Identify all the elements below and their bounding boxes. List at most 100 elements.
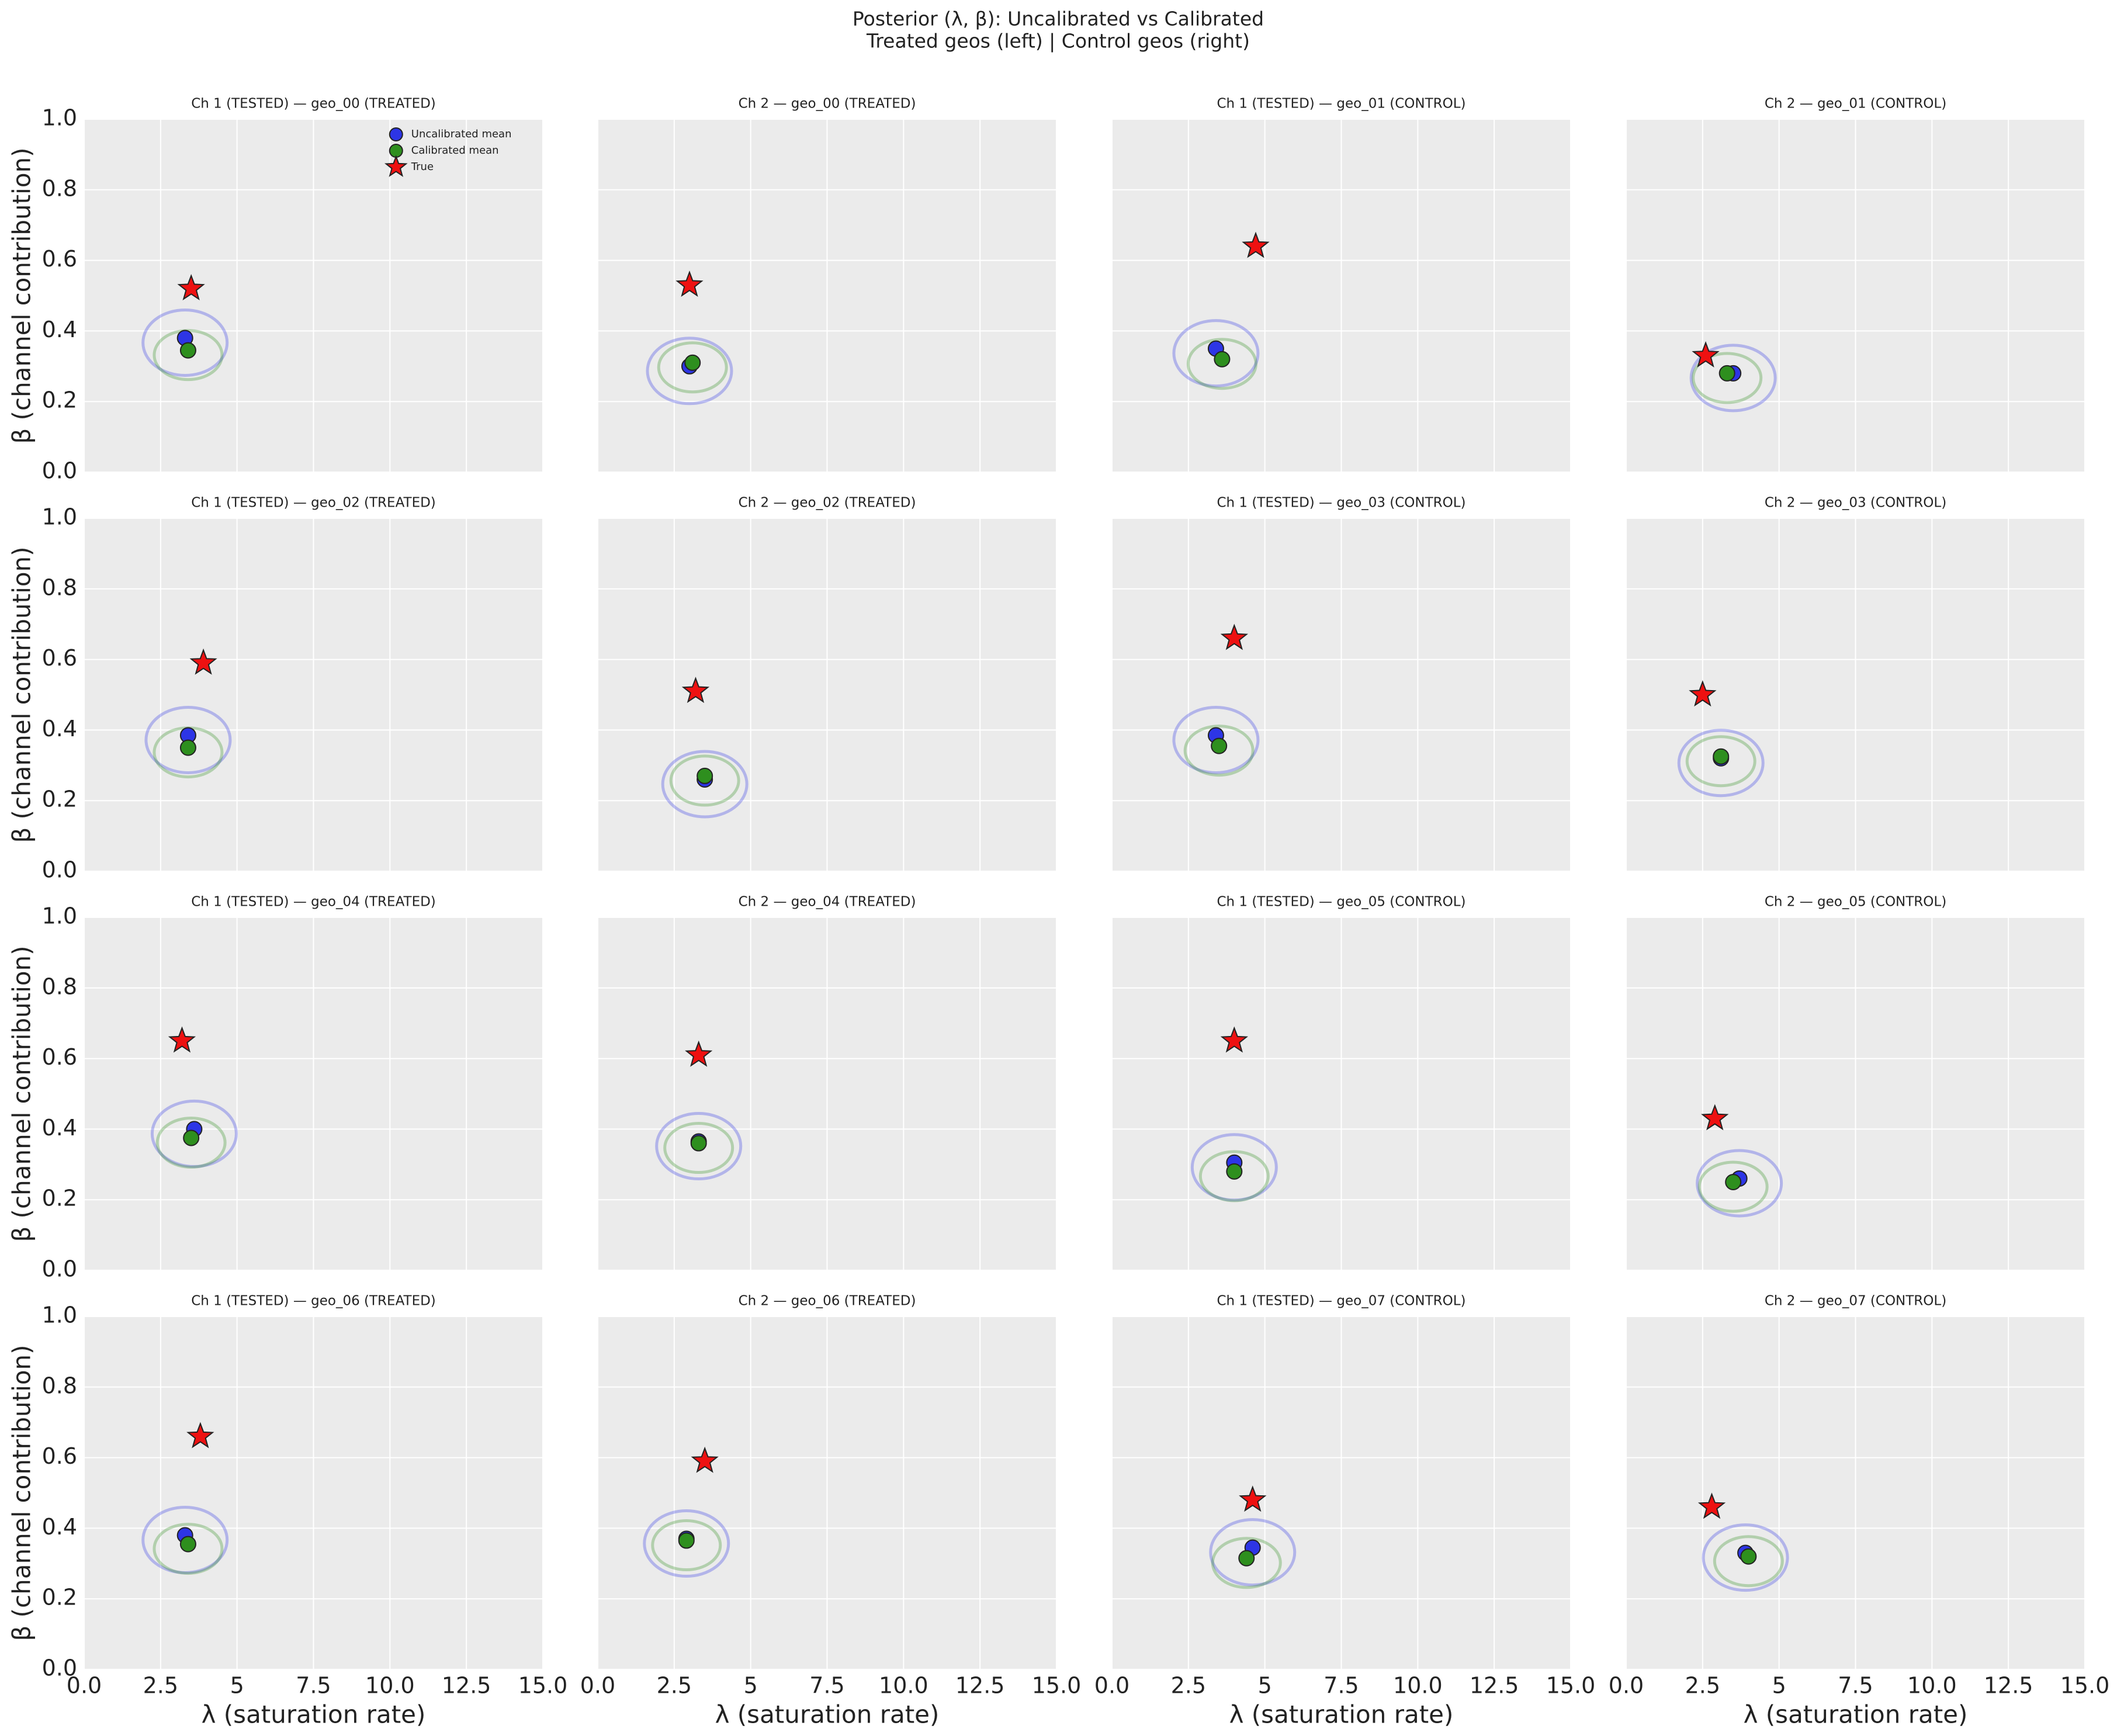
- x-tick-label: 10.0: [1907, 1673, 1957, 1699]
- x-tick-label: 0.0: [1609, 1673, 1644, 1699]
- subplot: Ch 1 (TESTED) — geo_05 (CONTROL): [1111, 895, 1571, 1271]
- mean-marker: [179, 1536, 196, 1553]
- density-contour: [643, 1509, 730, 1578]
- x-tick-label: 2.5: [657, 1673, 692, 1699]
- density-contour: [155, 1117, 227, 1169]
- subplot: Ch 1 (TESTED) — geo_06 (TREATED) 0.0 2.5 5 7…: [8, 1294, 568, 1729]
- subplot: Ch 1 (TESTED) — geo_07 (CONTROL) 0.0 2.5 5 7…: [1094, 1294, 1596, 1729]
- density-contour: [1190, 1133, 1278, 1202]
- x-tick-label: 12.5: [442, 1673, 491, 1699]
- y-tick-label: 0.8: [42, 1373, 77, 1398]
- subplot: Ch 2 — geo_04 (TREATED): [597, 895, 1057, 1271]
- x-tick-label: 5: [1772, 1673, 1786, 1699]
- subplot: Ch 1 (TESTED) — geo_04 (TREATED) 0.0 0.2 0.…: [8, 895, 543, 1282]
- y-tick-label: 0.4: [42, 1115, 77, 1141]
- subplot-title: Ch 1 (TESTED) — geo_07 (CONTROL): [1217, 1294, 1465, 1309]
- subplot-title: Ch 1 (TESTED) — geo_04 (TREATED): [191, 895, 436, 910]
- mean-marker: [697, 767, 713, 784]
- x-tick-label: 0.0: [67, 1673, 102, 1699]
- subplot: Ch 2 — geo_03 (CONTROL): [1626, 495, 2085, 872]
- x-tick-label: 15.0: [518, 1673, 568, 1699]
- subplot: Ch 2 — geo_00 (TREATED): [597, 96, 1057, 473]
- y-tick-label: 0.2: [42, 786, 77, 812]
- subplot: Ch 2 — geo_06 (TREATED) 0.0 2.5 5 7.5 10.0 12.…: [580, 1294, 1082, 1729]
- y-tick-label: 0.0: [42, 857, 77, 883]
- density-contour: [1209, 1518, 1297, 1587]
- mean-marker: [1226, 1163, 1243, 1180]
- true-marker: [186, 1422, 214, 1449]
- true-marker: [1239, 1485, 1267, 1512]
- density-contour: [1689, 344, 1777, 413]
- y-tick-label: 0.4: [42, 1514, 77, 1540]
- mean-marker: [179, 739, 196, 756]
- subplot: Ch 2 — geo_07 (CONTROL) 0.0 2.5 5 7.5 10.0 12.…: [1609, 1294, 2110, 1729]
- subplot: Ch 2 — geo_01 (CONTROL): [1626, 96, 2085, 473]
- density-contour: [141, 1505, 229, 1574]
- mean-marker: [183, 1129, 200, 1146]
- x-tick-label: 15.0: [2060, 1673, 2110, 1699]
- true-marker: [1701, 1104, 1729, 1131]
- subplot-title: Ch 2 — geo_06 (TREATED): [739, 1294, 916, 1309]
- true-marker: [691, 1446, 719, 1473]
- x-tick-label: 7.5: [296, 1673, 331, 1699]
- true-marker: [1689, 680, 1717, 707]
- x-tick-label: 12.5: [955, 1673, 1005, 1699]
- density-contour: [1211, 1537, 1282, 1589]
- y-tick-label: 0.6: [42, 246, 77, 272]
- y-tick-label: 1.0: [42, 105, 77, 131]
- subplot-title: Ch 1 (TESTED) — geo_01 (CONTROL): [1217, 96, 1465, 112]
- x-tick-label: 15.0: [1032, 1673, 1082, 1699]
- density-contour: [1677, 729, 1765, 798]
- x-tick-label: 0.0: [580, 1673, 615, 1699]
- density-contour: [1697, 1160, 1769, 1213]
- figure-subtitle: Treated geos (left) | Control geos (righ…: [866, 30, 1250, 53]
- mean-marker: [179, 342, 196, 359]
- mean-marker: [1725, 1174, 1742, 1190]
- x-tick-label: 15.0: [1546, 1673, 1596, 1699]
- x-tick-label: 7.5: [1323, 1673, 1359, 1699]
- y-tick-label: 0.4: [42, 716, 77, 741]
- density-contour: [150, 1099, 238, 1168]
- x-tick-label: 2.5: [143, 1673, 178, 1699]
- y-axis-label: β (channel contribution): [8, 1345, 36, 1641]
- legend-label: True: [411, 161, 434, 173]
- x-tick-label: 2.5: [1171, 1673, 1206, 1699]
- density-contour: [1692, 352, 1763, 404]
- density-contour: [663, 1122, 734, 1174]
- y-tick-label: 0.2: [42, 1186, 77, 1211]
- x-tick-label: 10.0: [879, 1673, 928, 1699]
- density-contour: [141, 308, 229, 377]
- density-contour: [655, 1112, 743, 1181]
- x-tick-label: 5: [1258, 1673, 1272, 1699]
- subplot-title: Ch 2 — geo_03 (CONTROL): [1765, 495, 1946, 511]
- y-axis-label: β (channel contribution): [8, 147, 36, 443]
- true-marker: [1220, 1026, 1249, 1053]
- legend-marker: [389, 127, 403, 141]
- y-tick-label: 0.8: [42, 973, 77, 999]
- subplot-title: Ch 1 (TESTED) — geo_05 (CONTROL): [1217, 895, 1465, 910]
- mean-marker: [1740, 1548, 1757, 1565]
- subplot: Ch 1 (TESTED) — geo_00 (TREATED) 0.0 0.2 0.…: [8, 96, 543, 484]
- figure-title: Posterior (λ, β): Uncalibrated vs Calibr…: [853, 8, 1264, 30]
- x-axis-label: λ (saturation rate): [715, 1700, 940, 1729]
- density-contour: [1183, 725, 1255, 777]
- y-tick-label: 0.2: [42, 1585, 77, 1610]
- y-tick-label: 0.8: [42, 175, 77, 201]
- y-tick-label: 0.4: [42, 317, 77, 342]
- y-tick-label: 0.6: [42, 645, 77, 671]
- density-contour: [1186, 338, 1257, 390]
- density-contour: [1172, 705, 1260, 774]
- true-marker: [168, 1026, 196, 1053]
- subplot-title: Ch 2 — geo_04 (TREATED): [739, 895, 916, 910]
- subplot-title: Ch 2 — geo_01 (CONTROL): [1765, 96, 1946, 112]
- density-contour: [1198, 1150, 1270, 1203]
- subplot: Ch 1 (TESTED) — geo_01 (CONTROL): [1111, 96, 1571, 473]
- subplot: Ch 1 (TESTED) — geo_03 (CONTROL): [1111, 495, 1571, 872]
- mean-marker: [1718, 365, 1735, 382]
- density-contour: [1713, 1535, 1784, 1588]
- true-marker: [189, 648, 217, 675]
- y-tick-label: 1.0: [42, 903, 77, 929]
- mean-marker: [690, 1135, 707, 1152]
- y-tick-label: 1.0: [42, 1302, 77, 1328]
